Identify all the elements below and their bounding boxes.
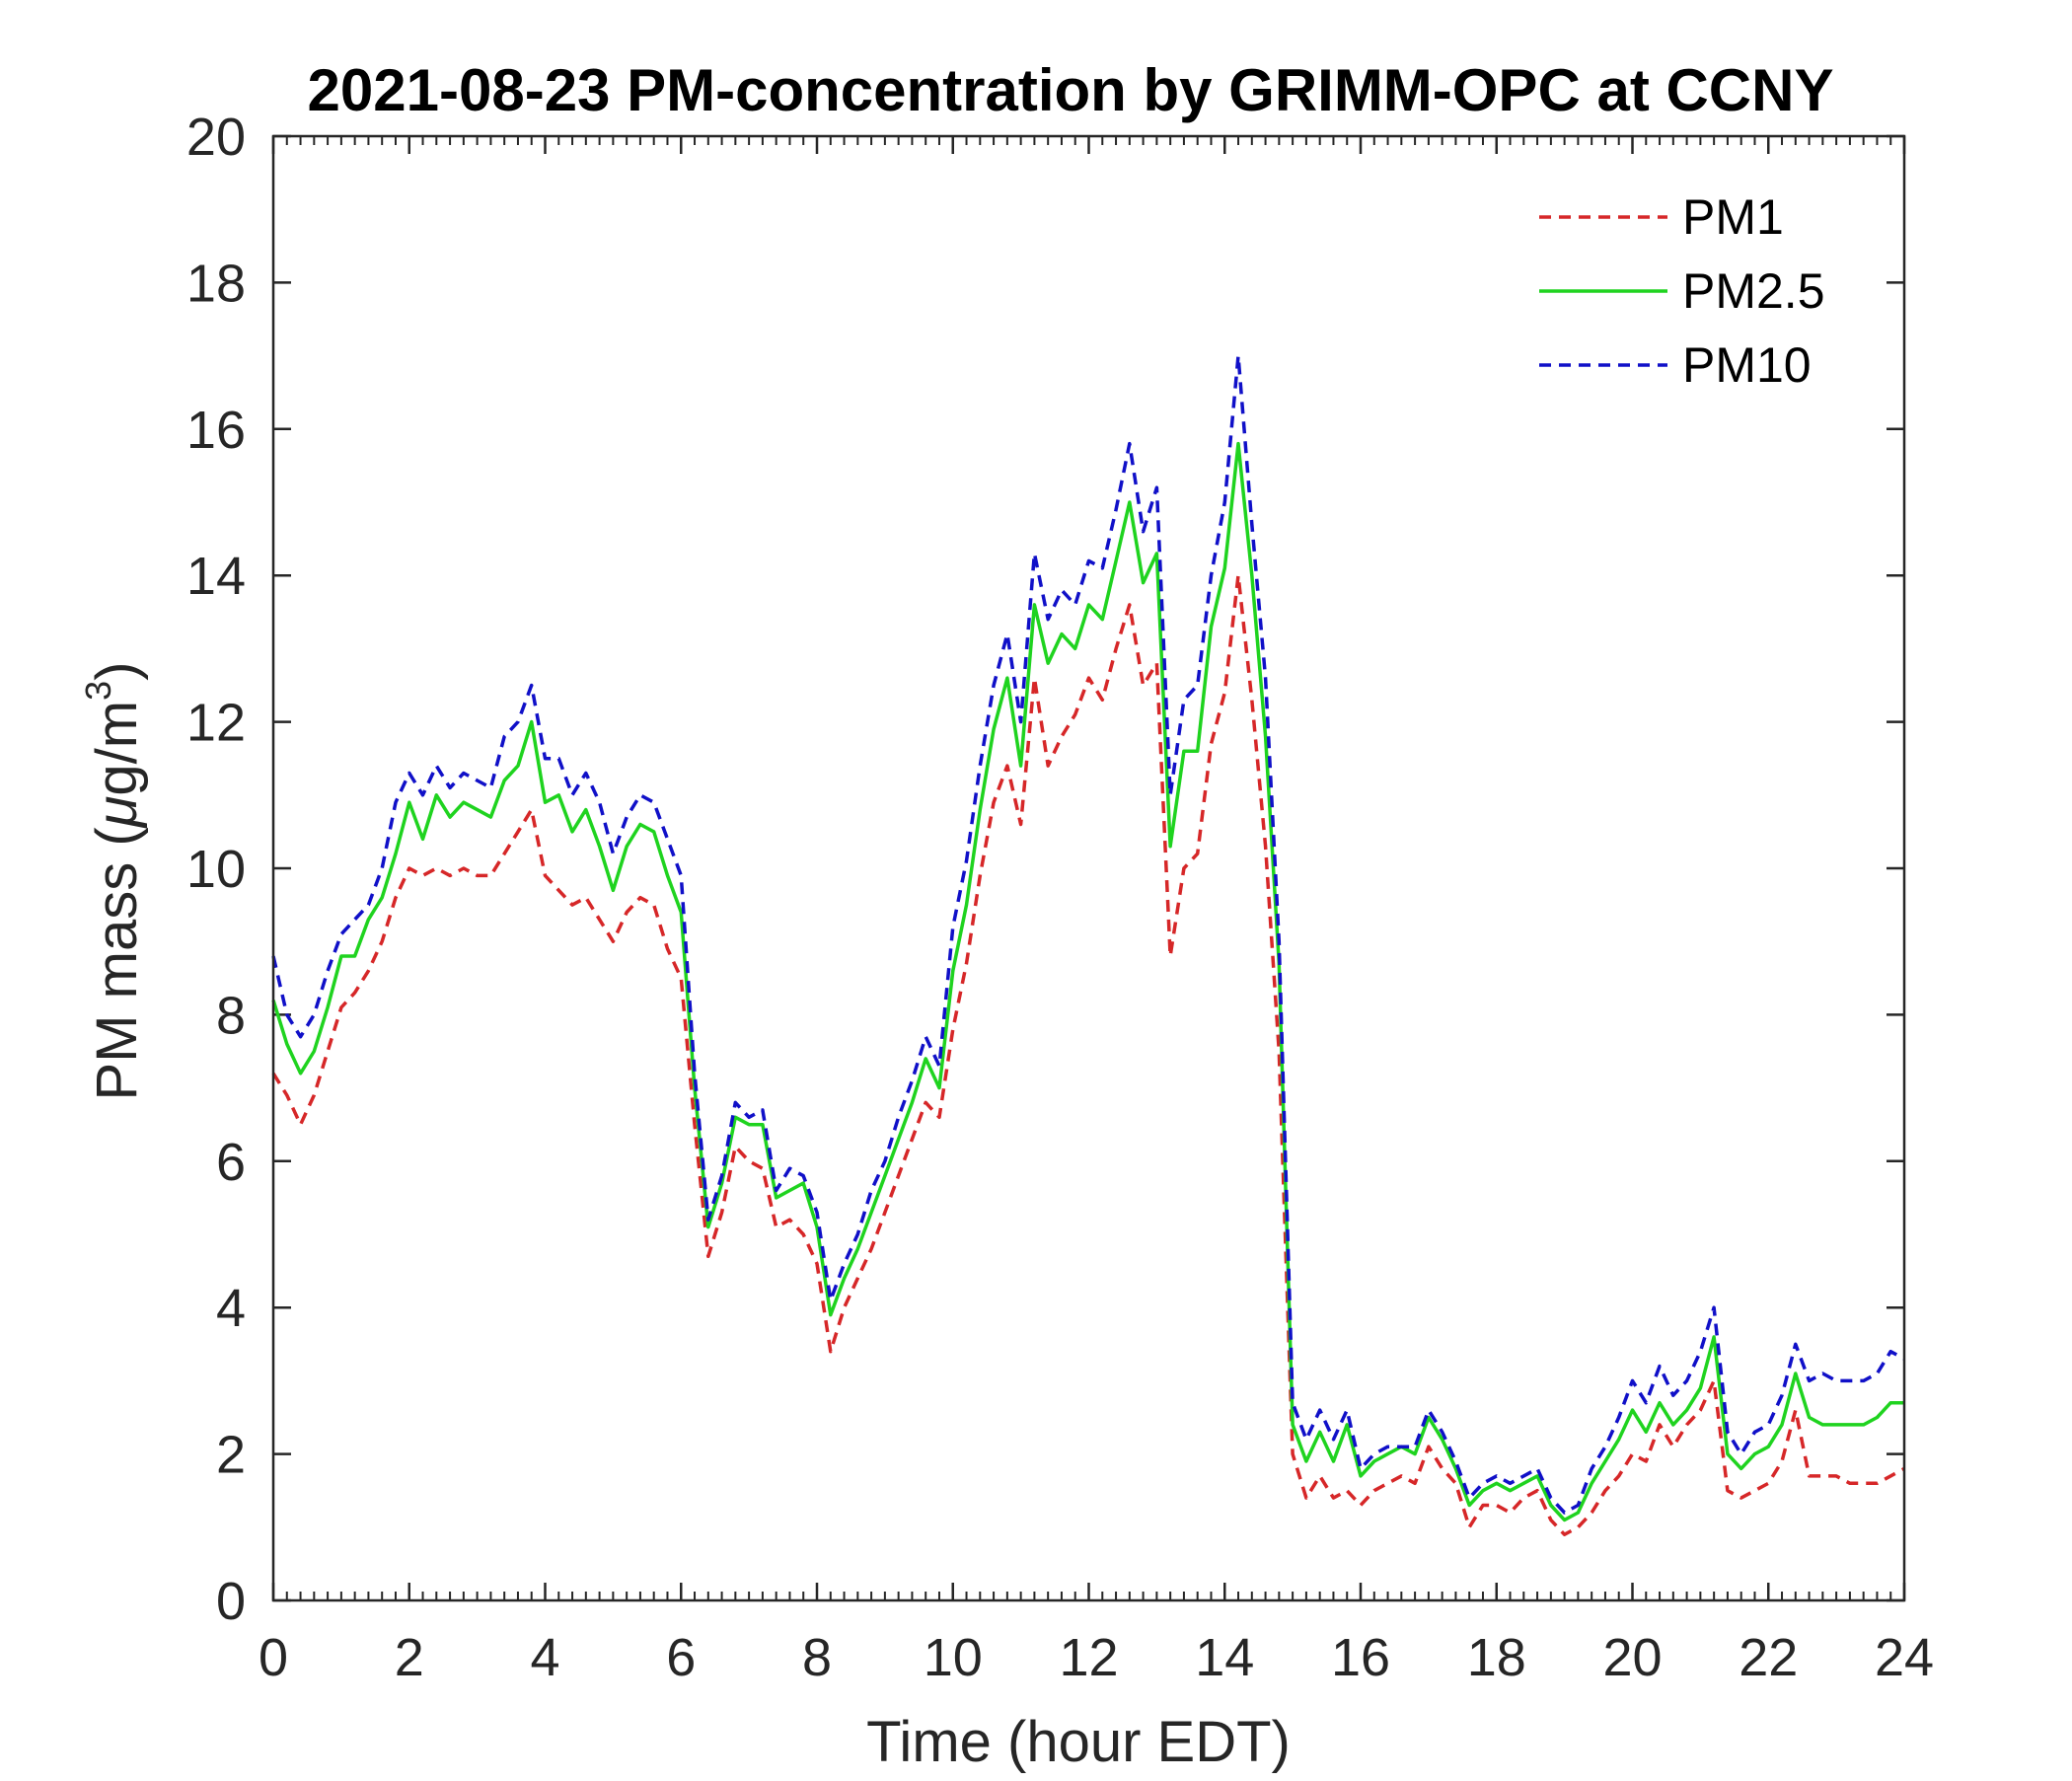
x-tick-label: 22 [1739,1628,1798,1687]
x-tick-label: 0 [259,1628,288,1687]
series-line-pm1 [271,573,1905,1536]
y-tick-label: 2 [216,1426,246,1485]
y-axis-label-close: ) [85,662,149,681]
y-axis-label-main: PM mass ( [85,827,149,1100]
x-tick-label: 2 [395,1628,424,1687]
x-tick-label: 6 [666,1628,696,1687]
y-tick-label: 0 [216,1572,246,1631]
y-tick-label: 8 [216,986,246,1045]
ticks-layer [271,134,1906,1602]
y-tick-label: 6 [216,1133,246,1192]
y-axis-label: PM mass (μg/m3) [78,662,149,1101]
legend-label-pm1: PM1 [1682,189,1784,245]
y-tick-label: 4 [216,1279,246,1338]
legend-label-pm2-5: PM2.5 [1682,263,1825,319]
x-tick-label: 16 [1331,1628,1390,1687]
y-tick-label: 18 [186,254,246,313]
x-tick-label: 8 [802,1628,832,1687]
x-tick-label: 24 [1875,1628,1934,1687]
y-axis-label-sup: 3 [78,681,118,701]
y-tick-label: 20 [186,108,246,167]
x-tick-label: 14 [1195,1628,1254,1687]
y-tick-label: 10 [186,840,246,899]
y-tick-label: 16 [186,401,246,460]
y-axis-label-unit: g/m [85,701,149,796]
x-tick-label: 20 [1602,1628,1662,1687]
legend: PM1 PM2.5 PM10 [1539,189,1825,393]
series-layer [271,353,1905,1536]
y-tick-label: 12 [186,694,246,753]
series-line-pm10 [271,353,1905,1515]
x-axis-label: Time (hour EDT) [866,1710,1291,1774]
y-axis-label-mu: μ [85,796,149,830]
series-line-pm2-5 [271,441,1904,1522]
y-tick-label: 14 [186,547,246,606]
x-tick-label: 18 [1467,1628,1526,1687]
x-tick-label: 12 [1059,1628,1118,1687]
plot-frame [271,134,1906,1602]
chart-title: 2021-08-23 PM-concentration by GRIMM-OPC… [308,57,1834,123]
legend-label-pm10: PM10 [1682,337,1812,393]
x-tick-label: 10 [924,1628,983,1687]
x-tick-label: 4 [530,1628,559,1687]
